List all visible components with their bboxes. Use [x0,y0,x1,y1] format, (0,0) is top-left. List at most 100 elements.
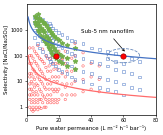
Point [82,57,84,59]
Point [98,78,101,80]
Point [58,57,60,59]
Point [35,91,37,93]
Point [32,76,34,78]
Point [61,34,63,36]
Point [48,65,50,67]
Point [46,83,49,85]
Point [58,68,60,70]
Point [40,27,42,29]
Point [37,42,39,44]
Point [70,76,73,78]
Point [66,50,68,52]
Point [74,41,76,43]
Point [51,88,54,90]
Point [61,57,63,59]
Point [32,91,34,93]
Point [33,37,36,39]
Point [48,29,50,31]
Point [61,73,63,75]
Point [51,39,54,41]
Point [54,55,57,57]
Point [38,68,41,70]
Point [51,62,54,65]
Point [61,83,63,85]
Point [130,73,133,75]
Point [41,39,44,41]
Point [29,83,31,85]
Point [45,42,47,44]
Point [53,80,55,82]
Point [33,109,36,111]
Point [106,57,109,59]
Point [37,94,39,96]
Point [38,24,41,26]
Point [45,21,47,23]
Point [58,44,60,47]
Point [38,31,41,33]
Point [61,60,63,63]
Point [29,106,31,108]
Point [35,53,37,55]
Point [51,76,54,78]
Point [114,80,117,82]
Point [74,55,76,57]
Point [66,62,68,65]
Text: Sub-5 nm nanofilm: Sub-5 nm nanofilm [81,29,134,51]
Point [49,37,52,39]
Point [37,44,39,47]
Point [106,78,109,80]
Point [41,102,44,104]
Point [53,35,55,37]
Point [45,42,47,44]
Point [74,68,76,70]
Point [29,88,31,90]
Point [53,55,55,57]
Point [38,98,41,101]
Point [40,80,42,82]
Point [61,70,63,72]
Point [66,65,68,67]
Point [38,27,41,29]
Point [82,65,84,67]
Point [66,57,68,59]
Point [46,44,49,47]
Point [33,86,36,88]
Point [58,98,60,101]
Point [56,80,59,82]
Point [35,62,37,65]
Point [41,83,44,85]
Point [51,44,54,47]
Point [82,70,84,72]
Point [98,62,101,65]
Point [46,27,49,29]
Point [40,91,42,93]
Point [29,73,31,75]
Point [37,31,39,33]
Point [48,57,50,59]
Point [106,50,109,52]
Point [37,76,39,78]
Point [32,83,34,85]
Point [45,88,47,90]
Point [82,80,84,82]
Point [38,57,41,59]
Point [74,78,76,80]
Point [33,102,36,104]
Point [138,60,141,63]
Point [114,60,117,63]
Point [40,107,42,109]
Point [90,73,92,75]
Point [74,94,76,96]
Point [51,98,54,101]
Point [70,70,73,72]
Point [40,19,42,21]
Point [82,91,84,93]
Point [33,29,36,31]
Point [29,47,31,49]
Point [74,55,76,57]
Point [30,80,33,82]
Point [70,57,73,59]
Point [98,48,101,50]
Point [58,88,60,90]
Point [48,98,50,101]
